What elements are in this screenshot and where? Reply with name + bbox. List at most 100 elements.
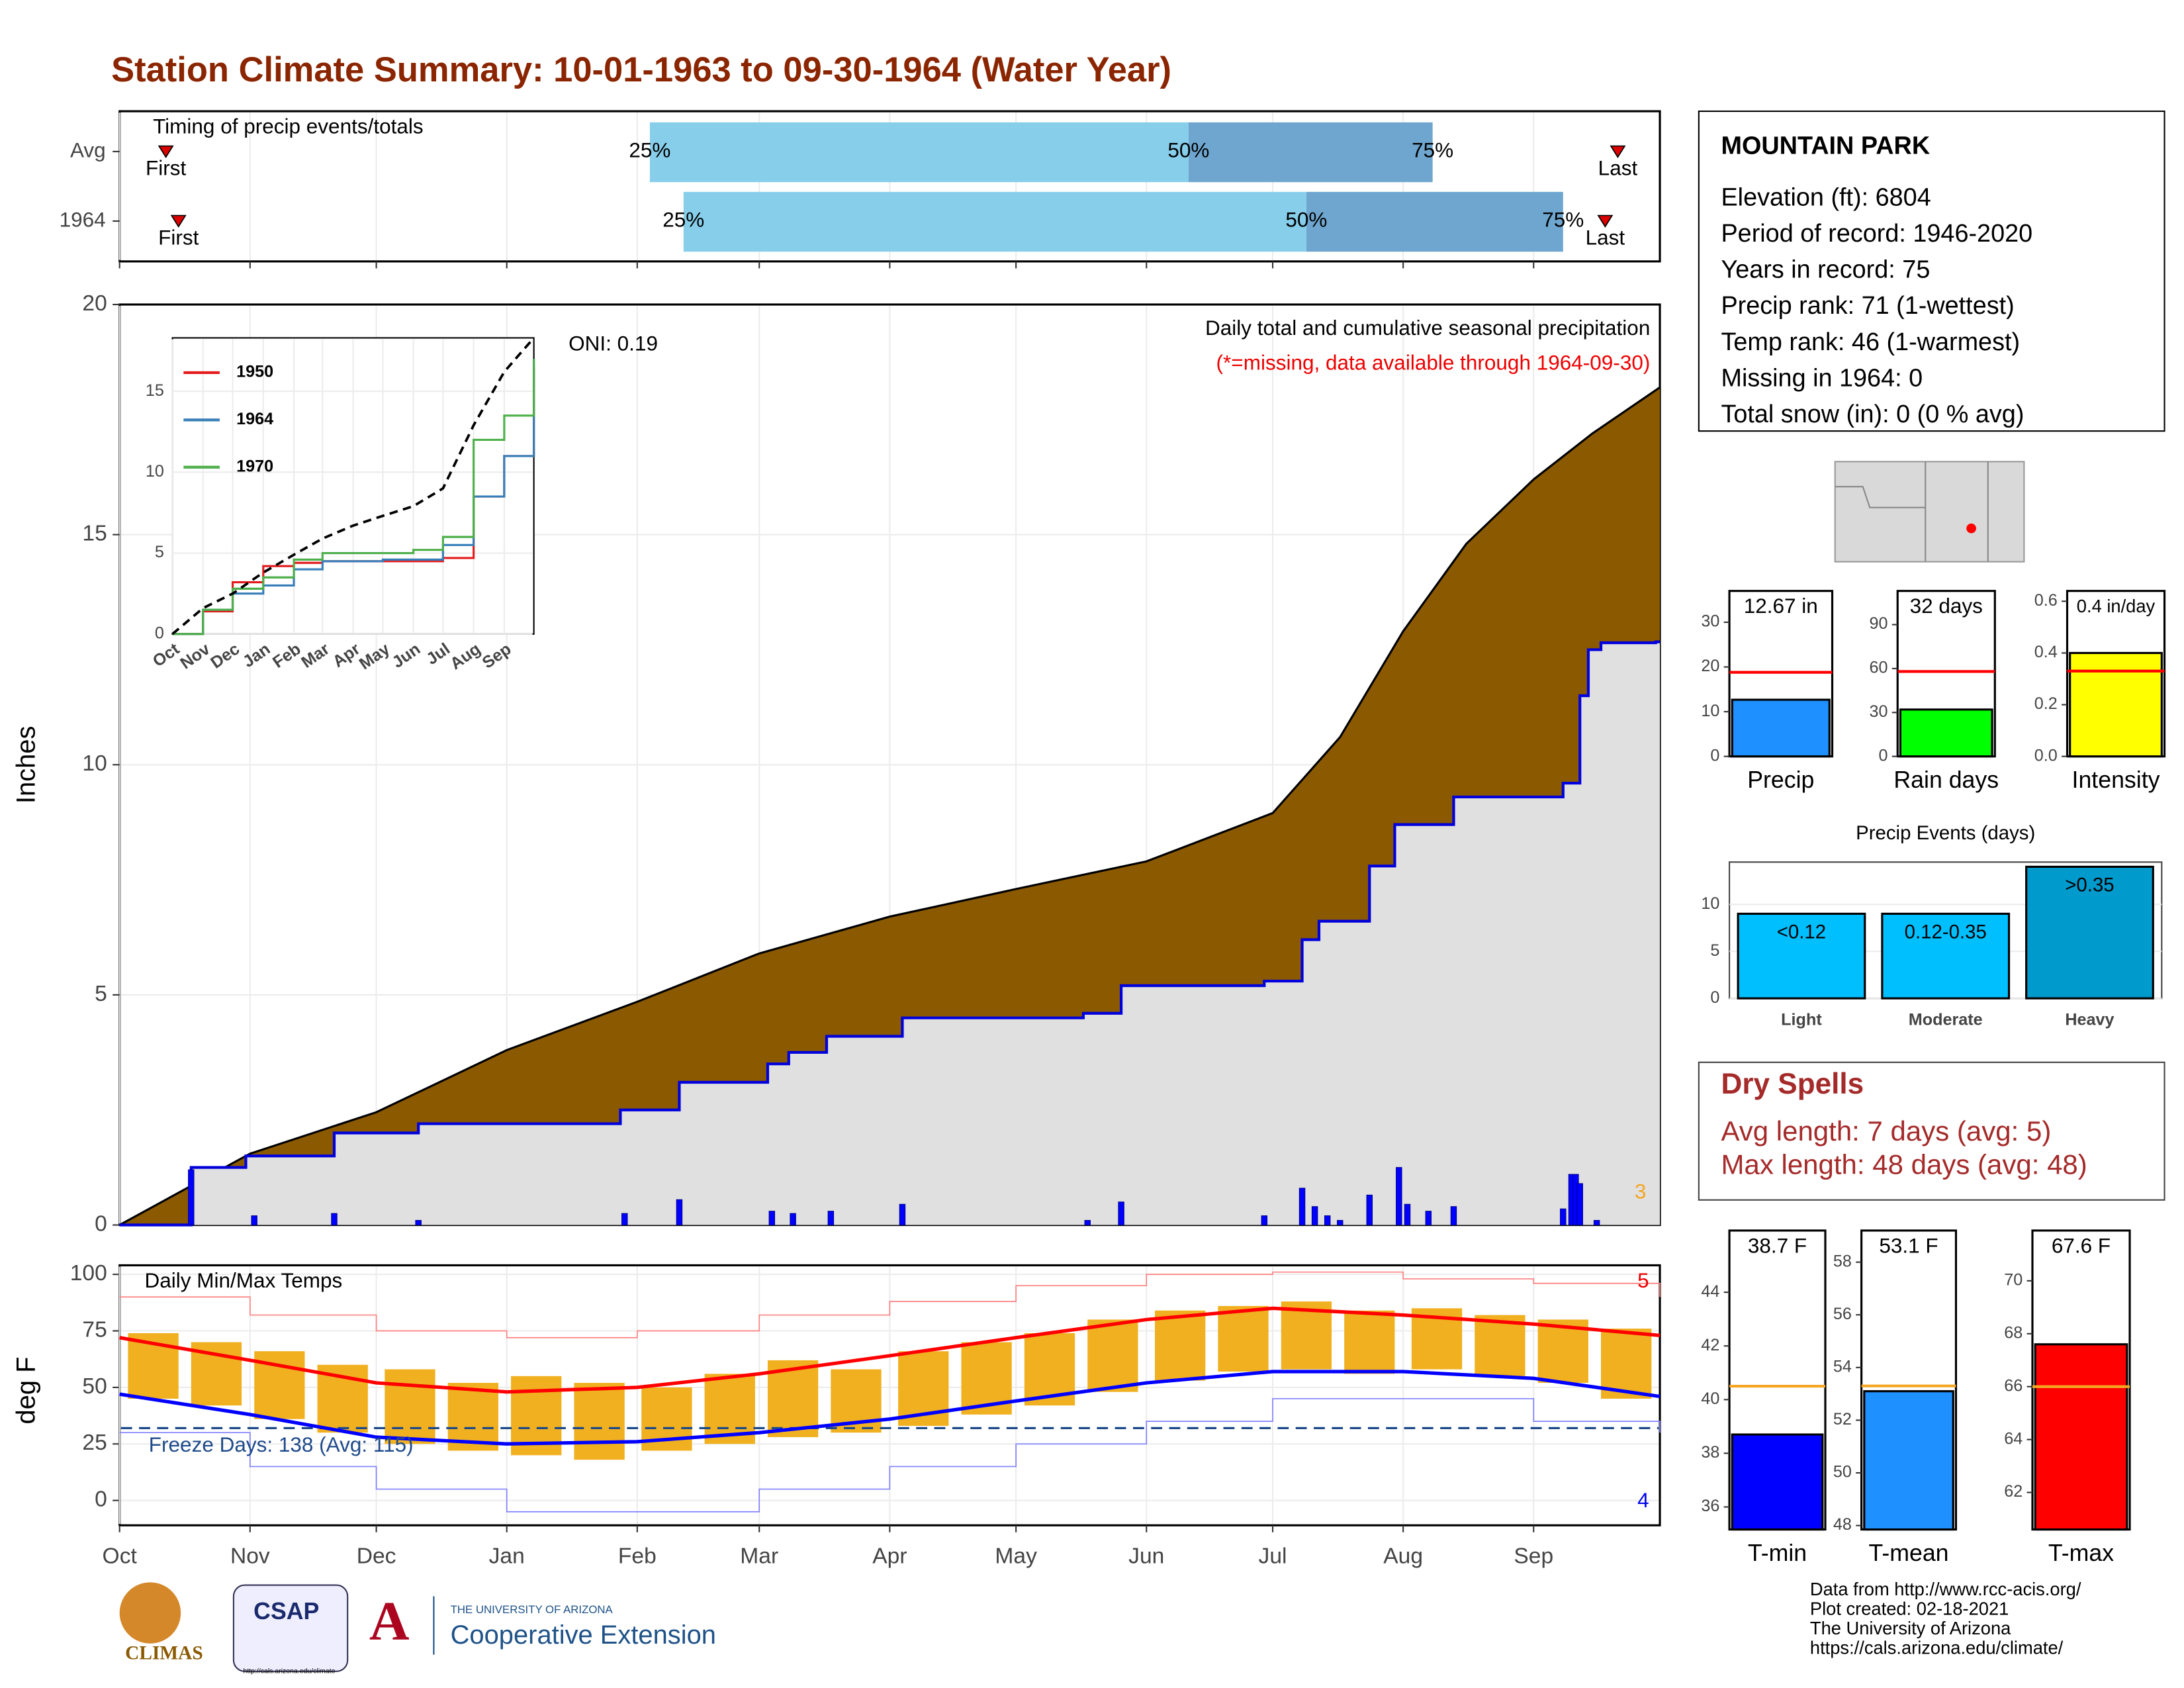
x-tick-label: Nov	[230, 1544, 270, 1568]
daily-bar	[768, 1211, 776, 1226]
y-tick-label: 0	[95, 1487, 107, 1512]
temp-bar	[1154, 1310, 1206, 1381]
low-count: 4	[1637, 1488, 1649, 1512]
chart-subtitle: (*=missing, data available through 1964-…	[1216, 351, 1651, 375]
y-tick-label: 44	[1701, 1282, 1719, 1301]
y-tick-label: 70	[2004, 1271, 2023, 1289]
y-tick-label: 48	[1833, 1515, 1852, 1534]
locator-map	[1834, 461, 2025, 563]
y-tick-label: 66	[2004, 1376, 2023, 1395]
quartile-bar	[1306, 191, 1563, 252]
y-axis-label: Inches	[12, 726, 41, 804]
category-label: Light	[1781, 1010, 1822, 1029]
coop-text: Cooperative Extension	[451, 1620, 716, 1650]
y-tick-label: 0	[95, 1211, 107, 1236]
category-label: T-min	[1748, 1540, 1807, 1566]
station-line: Total snow (in): 0 (0 % avg)	[1721, 400, 2024, 428]
inset-y-tick-label: 0	[155, 624, 164, 642]
x-tick-label: Apr	[872, 1544, 907, 1568]
y-tick-label: 0.0	[2034, 746, 2058, 765]
bar	[1863, 1390, 1954, 1531]
temp-bar	[1601, 1329, 1652, 1399]
daily-bar	[251, 1215, 257, 1226]
csap-url: http://cals.arizona.edu/climate	[244, 1667, 336, 1675]
daily-bar	[1450, 1206, 1457, 1226]
x-tick-label: Mar	[740, 1544, 778, 1568]
y-tick-label: 15	[82, 522, 107, 546]
y-tick-label: 0.6	[2034, 591, 2058, 610]
daily-bar	[621, 1213, 628, 1226]
y-tick-label: 50	[1833, 1463, 1852, 1481]
y-tick-label: 5	[1710, 941, 1719, 960]
daily-bar	[899, 1203, 906, 1226]
temp-bar	[1087, 1319, 1138, 1392]
bar	[2025, 865, 2154, 1000]
temp-bar	[1475, 1315, 1525, 1376]
y-tick-label: 30	[1701, 612, 1719, 631]
y-tick-label: 52	[1833, 1410, 1852, 1429]
daily-bar	[1404, 1203, 1411, 1226]
y-tick-label: 20	[1701, 657, 1719, 675]
station-line: Period of record: 1946-2020	[1721, 220, 2032, 248]
y-tick-label: 10	[1701, 894, 1719, 913]
row-label: Avg	[70, 138, 106, 162]
bar	[1731, 1433, 1824, 1531]
daily-bar	[1593, 1220, 1600, 1226]
station-line: Temp rank: 46 (1-warmest)	[1721, 328, 2020, 356]
dry-spell-line: Avg length: 7 days (avg: 5)	[1721, 1115, 2051, 1147]
station-dot	[1966, 523, 1976, 534]
timing-marker	[170, 214, 187, 228]
chart-title: Daily Min/Max Temps	[145, 1268, 343, 1292]
value-label: 12.67 in	[1744, 594, 1818, 618]
station-name: MOUNTAIN PARK	[1721, 132, 1930, 160]
timing-marker	[158, 145, 174, 158]
quartile-label: 75%	[1412, 138, 1453, 162]
logos: CLIMAS CSAP http://cals.arizona.edu/clim…	[119, 1582, 716, 1675]
daily-bar	[1118, 1201, 1124, 1226]
station-box	[1698, 110, 2165, 432]
timing-marker-label: Last	[1598, 156, 1638, 180]
avg-line	[118, 386, 1661, 1226]
bar	[1899, 708, 1993, 758]
value-label: <0.12	[1777, 921, 1826, 943]
category-label: Heavy	[2065, 1010, 2114, 1029]
timing-marker	[1610, 145, 1626, 158]
legend-label: 1950	[236, 363, 273, 381]
quartile-bar	[683, 191, 1306, 252]
y-tick-label: 40	[1701, 1389, 1719, 1408]
x-tick-label: Jul	[1259, 1544, 1287, 1568]
timing-title: Timing of precip events/totals	[153, 115, 424, 138]
y-tick-label: 90	[1870, 614, 1888, 633]
current-line	[119, 640, 1661, 1227]
dry-spell-line: Max length: 48 days (avg: 48)	[1721, 1149, 2087, 1180]
freeze-annotation: Freeze Days: 138 (Avg: 115)	[149, 1432, 414, 1456]
current-area	[119, 641, 1661, 1225]
bar	[2069, 651, 2163, 758]
category-label: Precip	[1747, 767, 1814, 793]
y-tick-label: 0.2	[2034, 694, 2058, 713]
timing-marker-label: First	[158, 226, 199, 250]
daily-bar	[1560, 1208, 1567, 1226]
daily-bar	[1261, 1215, 1268, 1226]
temp-bar	[1281, 1301, 1332, 1370]
y-tick-label: 54	[1833, 1357, 1852, 1376]
ua-logo: A	[369, 1591, 410, 1652]
y-tick-label: 10	[1701, 702, 1719, 720]
inset-avg	[171, 337, 535, 635]
footer-line: Plot created: 02-18-2021	[1810, 1599, 2009, 1619]
inset-y-tick-label: 10	[146, 462, 164, 481]
map-borders	[1835, 461, 1989, 562]
inset-y-tick-label: 5	[155, 543, 164, 561]
quartile-label: 25%	[662, 207, 704, 231]
normal-low-line	[119, 1370, 1661, 1446]
x-tick-label: Aug	[1383, 1544, 1423, 1568]
daily-bar	[1396, 1167, 1402, 1226]
inset-y-tick-label: 15	[146, 381, 164, 400]
daily-bar	[1337, 1220, 1343, 1226]
inset-series	[172, 359, 535, 635]
bar	[1737, 912, 1866, 1000]
y-tick-label: 30	[1870, 702, 1888, 721]
daily-bar	[1084, 1220, 1091, 1226]
legend-label: 1970	[236, 457, 273, 475]
